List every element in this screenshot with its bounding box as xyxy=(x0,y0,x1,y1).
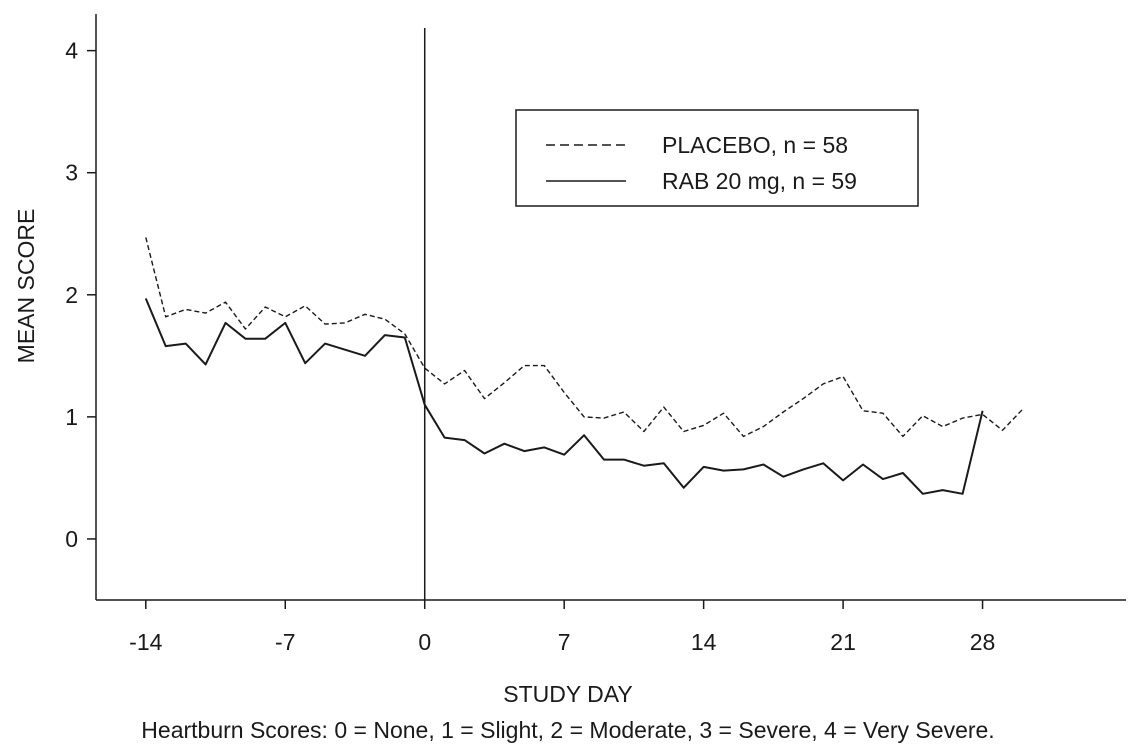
x-tick-label: 7 xyxy=(558,629,571,655)
x-ticks: -14 -7 0 7 14 21 28 xyxy=(129,600,995,655)
y-axis-label: MEAN SCORE xyxy=(13,209,39,364)
legend-label-rab: RAB 20 mg, n = 59 xyxy=(662,168,857,194)
x-tick-label: -14 xyxy=(129,629,162,655)
legend: PLACEBO, n = 58 RAB 20 mg, n = 59 xyxy=(515,109,919,207)
series-layer xyxy=(144,237,1023,495)
legend-label-placebo: PLACEBO, n = 58 xyxy=(662,132,848,158)
series-line-rab-20mg xyxy=(144,298,984,495)
series-line-placebo xyxy=(145,237,1023,438)
y-tick-label: 0 xyxy=(65,526,78,552)
x-tick-label: 14 xyxy=(691,629,717,655)
y-tick-label: 1 xyxy=(65,404,78,430)
axes xyxy=(95,14,1126,601)
x-axis-label: STUDY DAY xyxy=(503,681,633,707)
x-tick-label: -7 xyxy=(275,629,295,655)
x-tick-label: 28 xyxy=(970,629,996,655)
legend-box xyxy=(515,109,919,207)
x-tick-label: 21 xyxy=(830,629,856,655)
y-tick-label: 2 xyxy=(65,282,78,308)
x-tick-label: 0 xyxy=(418,629,431,655)
y-ticks: 0 1 2 3 4 xyxy=(65,38,96,552)
y-tick-label: 4 xyxy=(65,38,78,64)
chart-caption: Heartburn Scores: 0 = None, 1 = Slight, … xyxy=(141,717,994,743)
y-tick-label: 3 xyxy=(65,160,78,186)
